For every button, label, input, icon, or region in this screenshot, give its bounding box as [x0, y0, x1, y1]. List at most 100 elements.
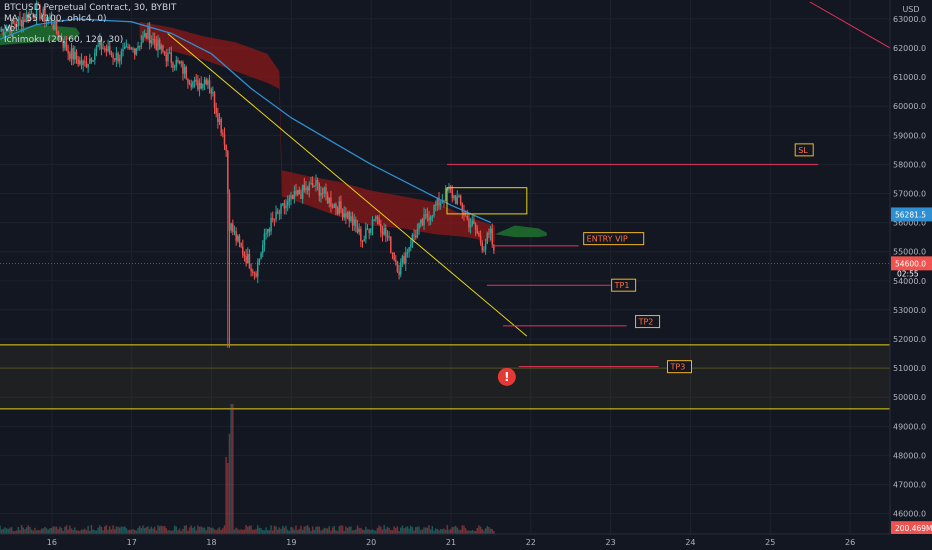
volume-bar: [281, 525, 284, 534]
price-axis[interactable]: USD 63000.0 62000.0 61000.0 60000.0 59000.0 5…: [889, 0, 932, 550]
candle-body: [456, 197, 459, 204]
volume-bar: [77, 530, 79, 534]
candle-body: [150, 40, 153, 44]
candle-body: [348, 212, 350, 222]
volume-bar: [110, 529, 113, 534]
volume-bar: [491, 528, 493, 534]
resistance-box[interactable]: [446, 187, 528, 215]
volume-bar: [316, 526, 319, 534]
ma-price-tag-bg: [891, 207, 932, 222]
annotation-label[interactable]: TP3: [669, 363, 685, 372]
volume-bar: [298, 528, 301, 534]
candle-body: [197, 80, 199, 90]
volume-bar: [409, 525, 412, 534]
candle-body: [10, 19, 13, 33]
legend-ma[interactable]: MA · 55 (100, ohlc4, 0): [4, 13, 107, 24]
volume-bar: [396, 526, 399, 534]
volume-bar: [423, 527, 425, 534]
volume-bar: [79, 530, 81, 534]
upper-right-line[interactable]: [809, 1, 891, 49]
annotation-box[interactable]: [635, 315, 661, 329]
candle-body: [175, 60, 178, 67]
countdown-label: 02:55: [897, 269, 919, 278]
volume-bar: [123, 526, 126, 534]
candle-body: [474, 223, 477, 230]
volume-tag-bg: [891, 521, 932, 536]
legend-vol[interactable]: Vol: [4, 24, 18, 34]
candle-body: [429, 216, 432, 221]
drawings[interactable]: [0, 1, 891, 337]
trade-annotations[interactable]: SL ENTRY VIP TP1 TP2 TP3!: [446, 143, 819, 386]
time-axis[interactable]: 16 17 18 19 20 21 22 23 24 25 26: [0, 533, 932, 550]
candle-body: [311, 183, 314, 187]
candle-body: [315, 179, 317, 187]
volume-bar: [94, 530, 96, 534]
volume-bar: [291, 527, 294, 534]
alert-icon[interactable]: [497, 367, 516, 386]
volume-bar: [305, 525, 307, 534]
volume-bar: [252, 529, 254, 534]
volume-bar: [363, 529, 365, 534]
downtrend-line[interactable]: [167, 33, 528, 337]
annotation-label[interactable]: SL: [798, 146, 808, 155]
candle-body: [112, 54, 114, 59]
candle-body: [436, 197, 439, 206]
candle-body: [218, 118, 221, 122]
ma-line[interactable]: [0, 18, 492, 224]
volume-bar: [248, 525, 251, 534]
candle-body: [113, 58, 116, 60]
volume-bar: [223, 525, 226, 534]
annotation-box[interactable]: [794, 143, 814, 157]
candle-body: [405, 252, 407, 264]
volume-bar: [473, 530, 475, 534]
annotation-box[interactable]: [611, 278, 637, 292]
volume-bar: [446, 525, 449, 534]
candle-body: [54, 20, 56, 30]
volume-bar: [483, 530, 485, 534]
candle-body: [2, 28, 5, 35]
candle-body: [466, 215, 469, 220]
price-tick-label: 56000.0: [893, 219, 926, 228]
volume-bar: [375, 530, 377, 534]
volume-bar: [188, 527, 191, 534]
volume-bar: [128, 529, 131, 534]
volume-bar: [138, 525, 141, 534]
candle-body: [228, 192, 231, 231]
volume-bar: [142, 525, 144, 534]
candle-body: [74, 51, 76, 60]
candle-body: [285, 205, 287, 209]
volume-bar: [20, 525, 23, 534]
candle-body: [27, 14, 30, 21]
legend-ichimoku[interactable]: Ichimoku (20, 60, 120, 30): [4, 34, 124, 45]
annotation-box[interactable]: [583, 232, 645, 246]
volume-bar: [368, 529, 370, 534]
volume-bar: [296, 530, 299, 534]
annotation-box[interactable]: [666, 360, 692, 374]
candle-body: [245, 256, 247, 263]
candle-body: [388, 236, 390, 238]
candle-body: [138, 46, 141, 48]
candle-body: [325, 187, 327, 195]
candle-body: [421, 219, 424, 226]
annotation-label[interactable]: TP1: [614, 281, 630, 290]
candle-body: [109, 46, 111, 54]
annotation-label[interactable]: ENTRY VIP: [587, 235, 628, 244]
volume-bar: [208, 526, 211, 534]
candle-body: [408, 247, 410, 253]
volume-bar: [85, 530, 88, 534]
volume-bar: [172, 530, 174, 534]
candle-body: [162, 45, 164, 52]
volume-bar: [300, 525, 302, 534]
volume-bar: [210, 527, 212, 534]
candle-body: [248, 253, 251, 269]
volume-bar: [443, 528, 445, 534]
candle-body: [102, 48, 104, 50]
ichimoku-bear-cloud: [139, 21, 495, 243]
annotation-label[interactable]: TP2: [638, 318, 654, 327]
volume-bar: [471, 529, 474, 534]
legend-symbol[interactable]: BTCUSD Perpetual Contract, 30, BYBIT: [4, 3, 177, 13]
volume-bar: [19, 529, 21, 534]
volume-bar: [52, 526, 54, 534]
candle-body: [318, 184, 321, 196]
